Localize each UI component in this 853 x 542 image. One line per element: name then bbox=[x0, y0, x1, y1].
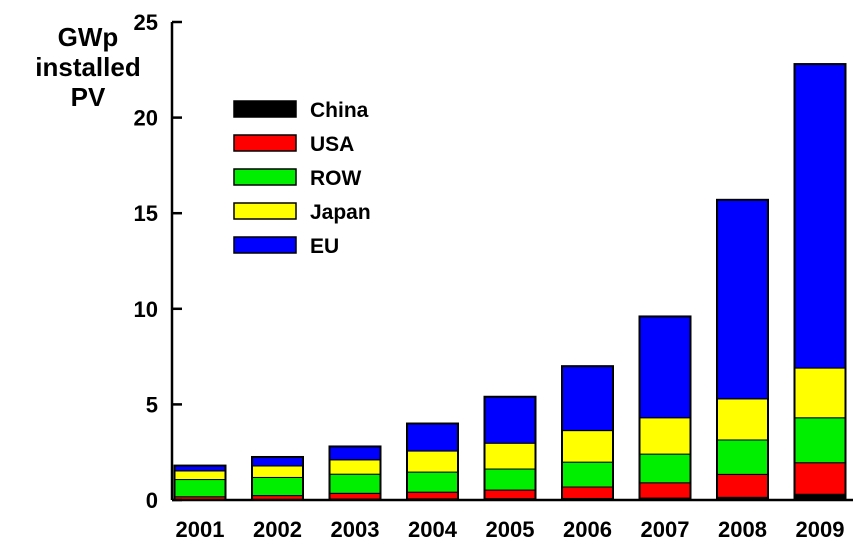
bar-segment-japan-2006 bbox=[561, 430, 614, 463]
y-tick-label-10: 10 bbox=[134, 297, 158, 322]
y-axis-title-line-2: installed bbox=[35, 52, 141, 82]
legend: China USA ROW Japan EU bbox=[233, 99, 371, 258]
bar-segment-japan-2007 bbox=[639, 417, 691, 455]
bar-segment-japan-2003 bbox=[329, 459, 381, 475]
x-tick-label-2005: 2005 bbox=[486, 517, 535, 542]
bar-segment-japan-2004 bbox=[406, 450, 459, 473]
x-tick-label-2007: 2007 bbox=[641, 517, 690, 542]
bar-segment-japan-2005 bbox=[484, 442, 536, 470]
x-tick-label-2003: 2003 bbox=[331, 517, 380, 542]
x-tick-label-2002: 2002 bbox=[253, 517, 302, 542]
y-tick-label-20: 20 bbox=[134, 106, 158, 131]
bar-segment-japan-2002 bbox=[251, 465, 304, 478]
y-axis-title-line-1: GWp bbox=[57, 22, 119, 52]
legend-swatch-china bbox=[233, 100, 297, 118]
x-tick-label-2004: 2004 bbox=[408, 517, 458, 542]
bar-segment-eu-2008 bbox=[716, 199, 769, 400]
x-tick-label-2009: 2009 bbox=[796, 517, 845, 542]
legend-label-china: China bbox=[310, 99, 369, 122]
y-axis-title: GWp installed PV bbox=[18, 22, 158, 112]
bar-segment-row-2009 bbox=[794, 417, 846, 464]
bar-segment-eu-2007 bbox=[639, 315, 691, 419]
bar-segment-row-2008 bbox=[716, 439, 769, 475]
y-tick-label-15: 15 bbox=[134, 201, 158, 226]
bar-segment-row-2007 bbox=[639, 453, 691, 484]
axes-group: 2001 2002 2003 2004 2005 2006 2007 2008 2009 0 5 10… bbox=[134, 10, 853, 542]
legend-label-japan: Japan bbox=[310, 201, 371, 224]
legend-swatch-japan bbox=[233, 202, 297, 220]
x-tick-label-2001: 2001 bbox=[176, 517, 225, 542]
x-tick-label-2006: 2006 bbox=[563, 517, 612, 542]
bar-segment-row-2002 bbox=[251, 476, 304, 497]
legend-label-row: ROW bbox=[310, 167, 362, 190]
y-tick-label-25: 25 bbox=[134, 10, 158, 35]
bar-segment-row-2001 bbox=[174, 479, 226, 498]
y-axis-title-line-3: PV bbox=[70, 82, 106, 112]
bar-segment-eu-2003 bbox=[329, 445, 381, 461]
legend-swatch-row bbox=[233, 168, 297, 186]
legend-swatch-usa bbox=[233, 134, 297, 152]
bar-segment-usa-2007 bbox=[639, 482, 691, 499]
legend-label-usa: USA bbox=[310, 133, 354, 156]
bar-segment-eu-2009 bbox=[794, 63, 846, 369]
bar-segment-usa-2006 bbox=[561, 486, 614, 499]
bar-segment-row-2004 bbox=[406, 471, 459, 493]
y-tick-label-5: 5 bbox=[146, 392, 158, 417]
bar-segment-japan-2009 bbox=[794, 367, 846, 419]
bar-segment-row-2005 bbox=[484, 468, 536, 491]
bar-segment-eu-2006 bbox=[561, 365, 614, 432]
bar-segment-eu-2002 bbox=[251, 456, 304, 467]
x-tick-label-2008: 2008 bbox=[718, 517, 767, 542]
legend-label-eu: EU bbox=[310, 235, 339, 258]
bar-segment-usa-2003 bbox=[329, 492, 381, 500]
bar-segment-row-2006 bbox=[561, 461, 614, 488]
bar-segment-eu-2004 bbox=[406, 423, 459, 452]
bar-segment-usa-2008 bbox=[716, 473, 769, 498]
bar-segment-japan-2001 bbox=[174, 470, 226, 481]
bars-group bbox=[173, 63, 847, 502]
bar-segment-usa-2004 bbox=[406, 491, 459, 500]
legend-swatch-eu bbox=[233, 236, 297, 254]
bar-segment-japan-2008 bbox=[716, 398, 769, 441]
bar-segment-usa-2009 bbox=[794, 462, 846, 495]
bar-segment-usa-2005 bbox=[484, 489, 536, 500]
bar-segment-row-2003 bbox=[329, 473, 381, 494]
y-tick-label-0: 0 bbox=[146, 488, 158, 513]
bar-segment-eu-2005 bbox=[484, 396, 536, 444]
